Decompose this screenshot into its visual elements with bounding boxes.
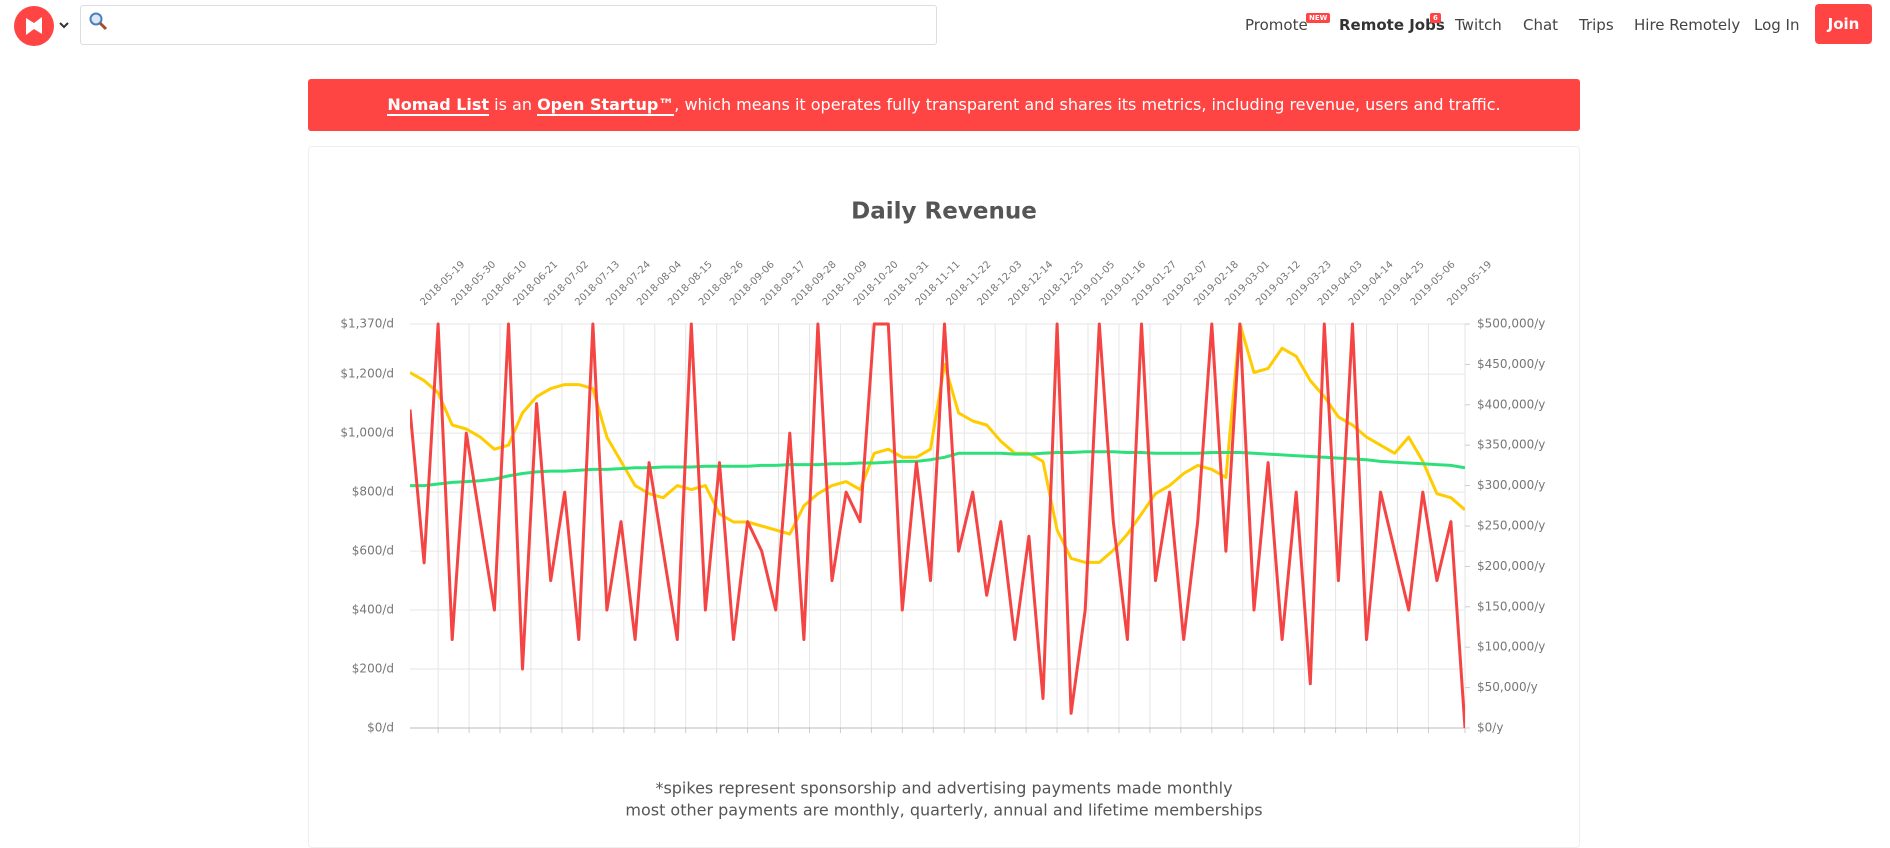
y-tick-label: $600/d	[352, 544, 394, 558]
y-tick-label: $1,000/d	[340, 426, 394, 440]
nav-link[interactable]: Remote Jobs	[1339, 16, 1445, 34]
logo-glyph	[26, 17, 42, 35]
nav-badge: 6	[1430, 13, 1441, 23]
y2-tick-label: $450,000/y	[1477, 357, 1545, 371]
y-tick-label: $800/d	[352, 485, 394, 499]
y-tick-label: $200/d	[352, 662, 394, 676]
y2-tick-label: $400,000/y	[1477, 397, 1545, 411]
banner-text: is an	[489, 95, 538, 114]
y-tick-label: $1,200/d	[340, 367, 394, 381]
banner-text: , which means it operates fully transpar…	[674, 95, 1501, 114]
y2-tick-label: $150,000/y	[1477, 599, 1545, 613]
y2-tick-label: $100,000/y	[1477, 640, 1545, 654]
y2-tick-label: $200,000/y	[1477, 559, 1545, 573]
series-line	[410, 322, 1465, 564]
y2-tick-label: $500,000/y	[1477, 317, 1545, 331]
y2-tick-label: $50,000/y	[1477, 680, 1538, 694]
logo-caret[interactable]	[58, 20, 70, 30]
page: {"nav":{"items":["Promote","Remote Jobs"…	[14, 4, 1872, 848]
search-icon	[89, 12, 108, 31]
series-line	[410, 322, 1465, 729]
y2-tick-label: $350,000/y	[1477, 438, 1545, 452]
join-button[interactable]: Join	[1815, 4, 1872, 44]
banner-link[interactable]: Nomad List	[387, 95, 490, 116]
search-box[interactable]	[80, 5, 937, 45]
nav-link[interactable]: Chat	[1523, 16, 1559, 34]
nav-link[interactable]: Trips	[1579, 16, 1614, 34]
y-tick-label: $0/d	[367, 721, 394, 735]
footnote: most other payments are monthly, quarter…	[625, 801, 1262, 820]
y-tick-label: $400/d	[352, 603, 394, 617]
banner-link[interactable]: Open Startup™	[537, 95, 675, 116]
nav-link[interactable]: Log In	[1754, 16, 1800, 34]
y2-tick-label: $0/y	[1477, 721, 1503, 735]
chart: Daily Revenue *spikes represent sponsors…	[340, 199, 1545, 820]
footnote: *spikes represent sponsorship and advert…	[655, 779, 1232, 798]
nav-link[interactable]: Promote	[1245, 16, 1308, 34]
nav-link[interactable]: Twitch	[1455, 16, 1502, 34]
y2-tick-label: $250,000/y	[1477, 519, 1545, 533]
nav-badge: NEW	[1306, 13, 1331, 23]
y2-tick-label: $300,000/y	[1477, 478, 1545, 492]
nav-link[interactable]: Hire Remotely	[1634, 16, 1741, 34]
chart-title: Daily Revenue	[851, 199, 1037, 225]
y-tick-label: $1,370/d	[340, 317, 394, 331]
banner: Nomad List is an Open Startup™, which me…	[308, 79, 1580, 131]
